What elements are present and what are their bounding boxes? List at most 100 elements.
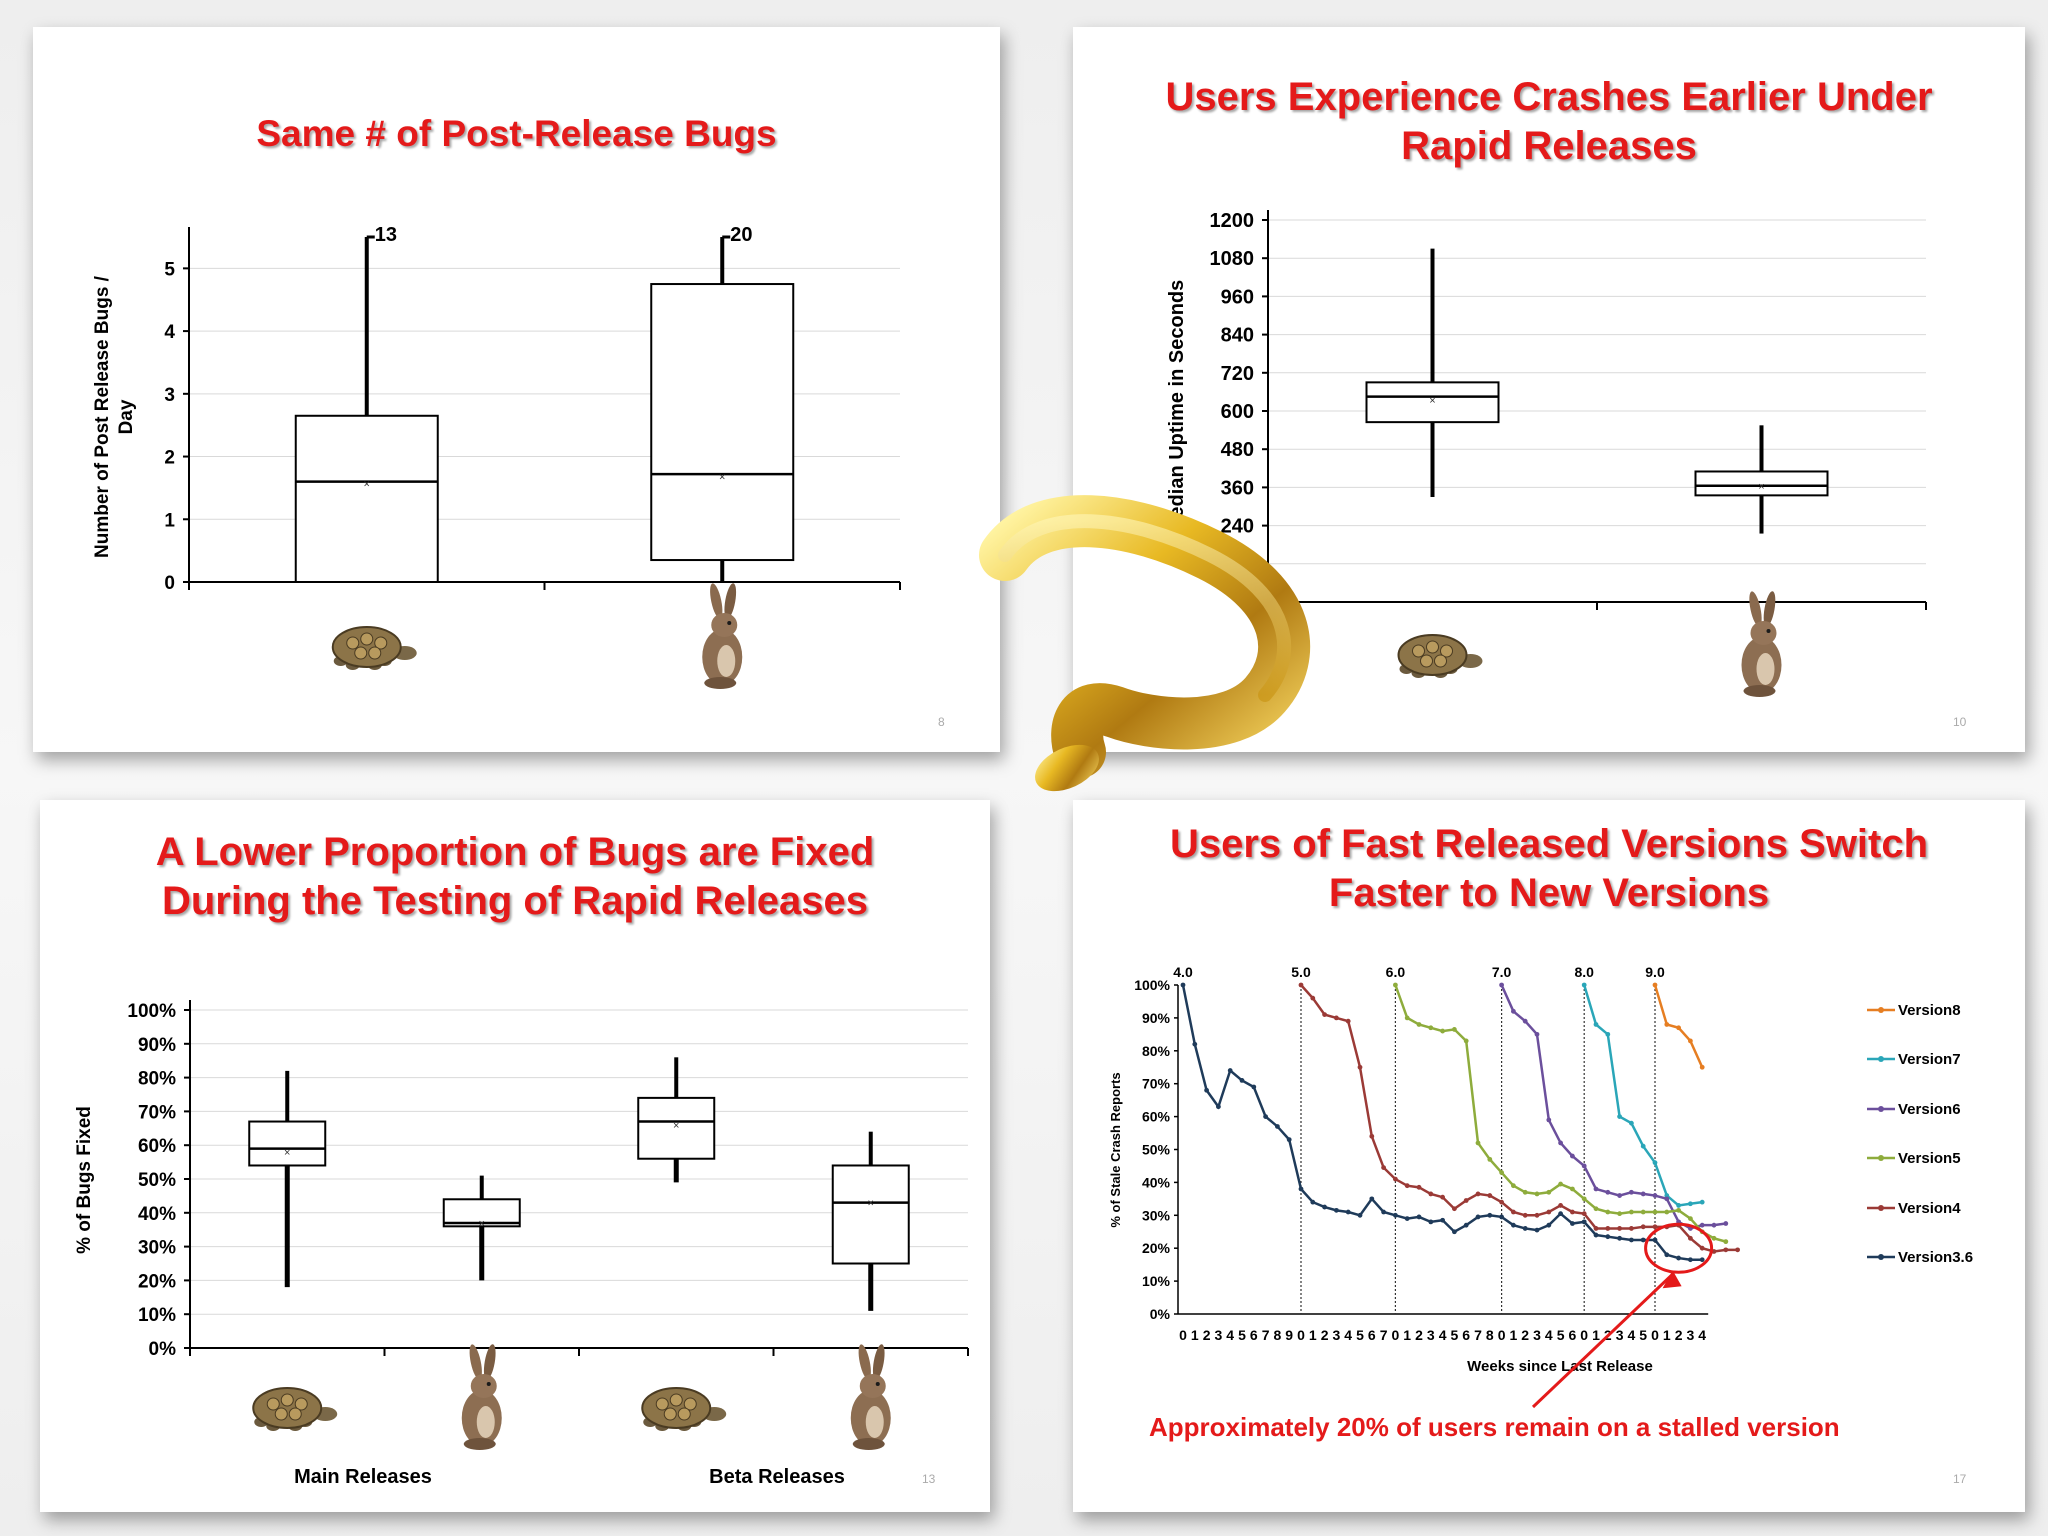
x-group-label-beta: Beta Releases <box>709 1466 845 1488</box>
x-tick-label: 7 <box>1380 1327 1388 1343</box>
data-point <box>1499 1214 1504 1220</box>
x-group-label-main: Main Releases <box>294 1466 432 1488</box>
x-tick-label: 0 <box>1392 1327 1400 1343</box>
data-point <box>1558 1140 1563 1146</box>
data-point <box>1216 1104 1221 1110</box>
slide-number: 8 <box>938 715 945 729</box>
y-tick-label: 10% <box>1142 1273 1171 1289</box>
turtle-icon <box>252 1387 338 1431</box>
legend-marker <box>1878 1205 1884 1211</box>
data-point <box>1463 1222 1469 1228</box>
outlier-count-label: 13 <box>375 224 397 246</box>
x-tick-label: 4 <box>1226 1327 1234 1343</box>
data-point <box>1688 1201 1693 1207</box>
slide-number: 13 <box>922 1472 936 1486</box>
mean-marker: × <box>1429 395 1435 407</box>
data-point <box>1617 1226 1622 1231</box>
data-point <box>1676 1207 1681 1213</box>
x-tick-label: 3 <box>1333 1327 1341 1343</box>
data-point <box>1393 982 1398 988</box>
data-point <box>1723 1247 1729 1253</box>
data-point <box>1463 1198 1469 1203</box>
turtle-icon <box>331 626 417 670</box>
data-point <box>1640 1224 1646 1230</box>
y-tick-label: 30% <box>1142 1207 1171 1223</box>
x-tick-label: 9 <box>1285 1327 1293 1343</box>
y-tick-label: 120 <box>1221 554 1254 576</box>
legend-marker <box>1878 1254 1884 1260</box>
data-point <box>1570 1186 1575 1192</box>
x-tick-label: 1 <box>1592 1327 1600 1343</box>
x-tick-label: 5 <box>1238 1327 1246 1343</box>
line-chart-stale-crash-reports: 0%10%20%30%40%50%60%70%80%90%100%0 1 2 3 4 5 6… <box>1108 964 1973 1409</box>
mean-marker: × <box>479 1218 485 1230</box>
box-iqr <box>1365 381 1500 424</box>
x-tick-label: 1 <box>1309 1327 1317 1343</box>
box-iqr <box>637 1096 716 1160</box>
y-tick-label: 80% <box>138 1069 176 1090</box>
data-point <box>1275 1124 1280 1129</box>
x-tick-label: 3 <box>1533 1327 1541 1343</box>
y-tick-label: 40% <box>138 1204 176 1225</box>
data-point <box>1652 1209 1658 1215</box>
data-point <box>1652 1237 1658 1243</box>
x-tick-label: 1 <box>1403 1327 1411 1343</box>
x-tick-label: 3 <box>1215 1327 1223 1343</box>
data-point <box>1192 1041 1198 1047</box>
data-point <box>1393 1176 1398 1182</box>
data-point <box>1664 1022 1670 1027</box>
data-point <box>1699 1064 1705 1070</box>
x-tick-label: 8 <box>1486 1327 1494 1343</box>
data-point <box>1546 1117 1552 1123</box>
y-tick-label: 100% <box>1134 977 1170 993</box>
data-point <box>1475 1191 1481 1197</box>
data-point <box>1534 1191 1540 1197</box>
data-point <box>1322 1012 1327 1018</box>
data-point <box>1251 1084 1257 1090</box>
y-tick-label: 70% <box>138 1102 176 1123</box>
y-axis-title: Median Uptime in Seconds <box>1166 280 1188 534</box>
stalled-highlight-circle <box>1644 1222 1714 1274</box>
data-point <box>1652 1160 1658 1166</box>
data-point <box>1570 1153 1575 1159</box>
data-point <box>1499 1199 1504 1205</box>
slide-bugs-fixed: A Lower Proportion of Bugs are Fixed Dur… <box>40 800 990 1512</box>
data-point <box>1475 1214 1481 1220</box>
x-tick-label: 2 <box>1675 1327 1683 1343</box>
data-point <box>1558 1211 1563 1217</box>
title-line-1: Users of Fast Released Versions Switch <box>1169 822 1929 866</box>
x-tick-label: 1 <box>1663 1327 1671 1343</box>
y-tick-label: 60% <box>1142 1109 1171 1125</box>
legend-label: Version7 <box>1898 1051 1961 1068</box>
rabbit-icon <box>461 1344 502 1450</box>
data-point <box>1310 1199 1316 1205</box>
x-tick-label: 5 <box>1356 1327 1364 1343</box>
mean-marker: × <box>1758 481 1764 493</box>
y-tick-label: 0 <box>1243 592 1254 614</box>
x-tick-label: 0 <box>1580 1327 1588 1343</box>
data-point <box>1357 1212 1363 1218</box>
y-tick-label: 2 <box>164 448 175 469</box>
data-point <box>1428 1219 1434 1225</box>
data-point <box>1629 1226 1634 1231</box>
data-point <box>1428 1191 1434 1197</box>
data-point <box>1440 1028 1445 1034</box>
legend-label: Version3.6 <box>1898 1249 1973 1266</box>
slide-version-switch: Users of Fast Released Versions Switch F… <box>1073 800 2025 1512</box>
y-tick-label: 90% <box>138 1035 176 1056</box>
callout-arrow <box>1531 1273 1674 1409</box>
y-tick-label: 0 <box>164 573 175 594</box>
turtle-icon <box>641 1387 727 1431</box>
legend-marker <box>1878 1106 1884 1112</box>
data-point <box>1404 1183 1410 1189</box>
data-point <box>1699 1222 1705 1228</box>
x-tick-label: 4 <box>1439 1327 1447 1343</box>
slide-title: A Lower Proportion of Bugs are Fixed Dur… <box>40 828 990 926</box>
data-point <box>1652 982 1658 988</box>
data-point <box>1711 1222 1717 1228</box>
y-tick-label: 90% <box>1142 1010 1171 1026</box>
data-point <box>1699 1245 1705 1251</box>
y-tick-label: 1200 <box>1210 210 1255 232</box>
x-tick-label: 1 <box>1510 1327 1518 1343</box>
data-point <box>1452 1229 1457 1235</box>
